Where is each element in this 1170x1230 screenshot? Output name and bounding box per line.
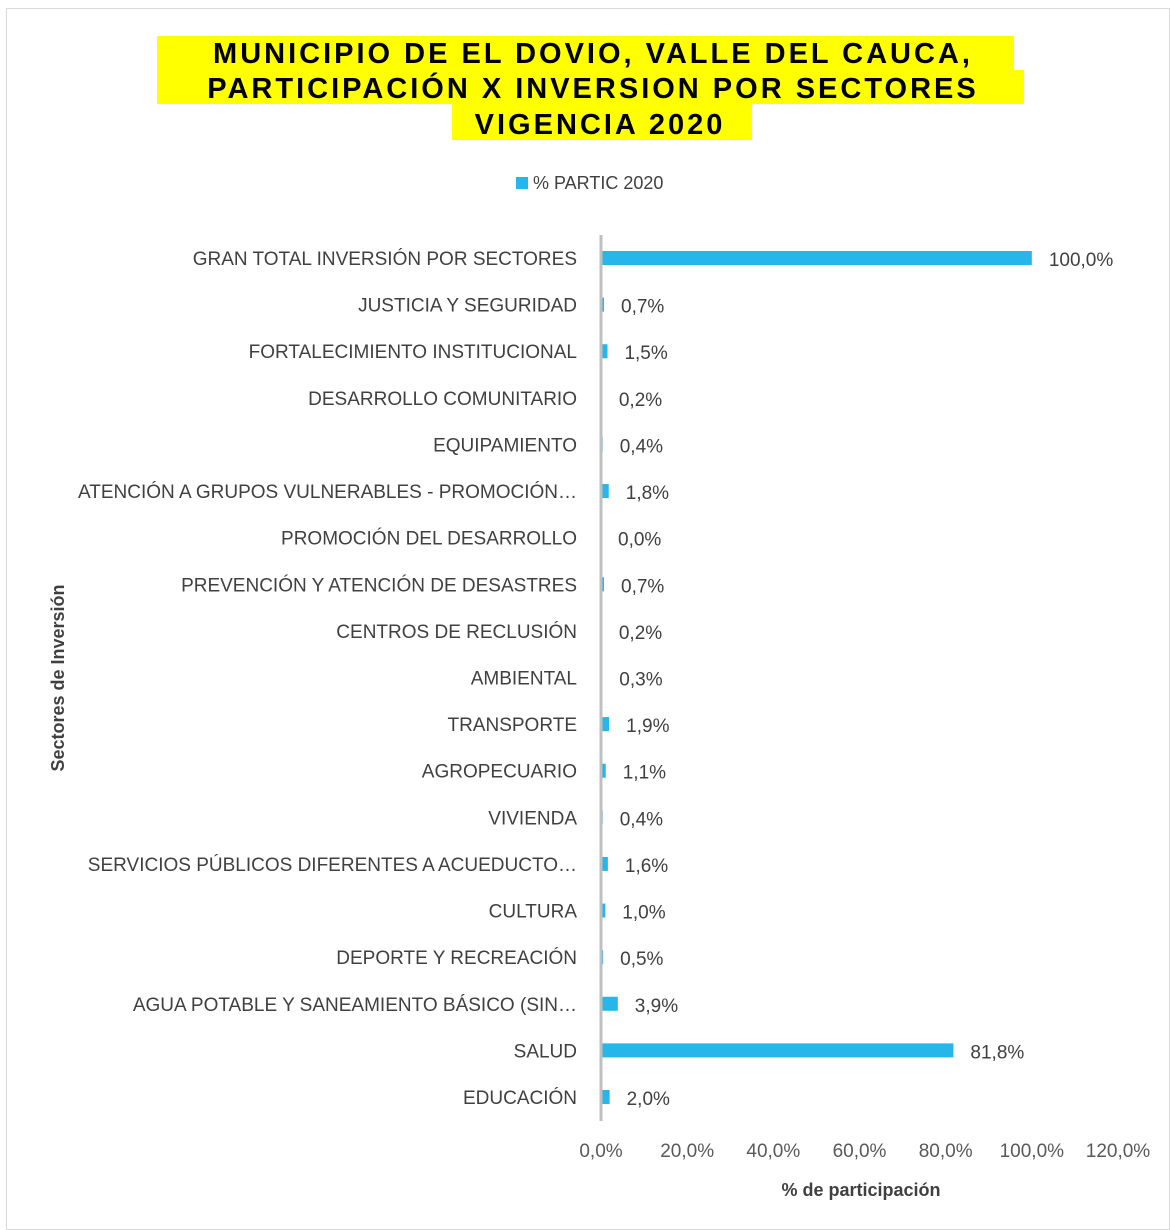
category-label-1: JUSTICIA Y SEGURIDAD <box>358 296 577 317</box>
category-label-10: TRANSPORTE <box>447 715 577 736</box>
data-label-8: 0,2% <box>619 623 662 644</box>
title-line-1: MUNICIPIO DE EL DOVIO, VALLE DEL CAUCA, <box>213 38 973 70</box>
category-label-7: PREVENCIÓN Y ATENCIÓN DE DESASTRES <box>181 574 577 596</box>
category-label-17: SALUD <box>514 1041 577 1062</box>
bar-1 <box>601 297 605 312</box>
data-labels: 100,0% 0,7% 1,5% 0,2% 0,4% 1,8% 0,0% 0,7% 0,2% 0,… <box>618 250 1113 1110</box>
data-label-5: 1,8% <box>626 483 669 504</box>
category-label-8: CENTROS DE RECLUSIÓN <box>336 621 577 643</box>
legend-label: % PARTIC 2020 <box>533 173 663 193</box>
data-label-15: 0,5% <box>620 949 663 970</box>
data-label-6: 0,0% <box>618 530 661 551</box>
data-label-18: 2,0% <box>627 1089 670 1110</box>
data-label-11: 1,1% <box>623 763 666 784</box>
category-label-6: PROMOCIÓN DEL DESARROLLO <box>281 528 577 550</box>
bar-18 <box>601 1090 610 1104</box>
title-highlight-1 <box>157 36 1014 70</box>
category-label-2: FORTALECIMIENTO INSTITUCIONAL <box>249 342 577 363</box>
bar-16 <box>601 996 618 1011</box>
title-line-2: PARTICIPACIÓN X INVERSION POR SECTORES <box>207 71 978 105</box>
bar-5 <box>601 484 609 499</box>
category-label-13: SERVICIOS PÚBLICOS DIFERENTES A ACUEDUCT… <box>88 854 577 876</box>
data-label-12: 0,4% <box>620 809 663 830</box>
bar-14 <box>601 903 606 918</box>
bar-7 <box>601 577 605 592</box>
category-label-5: ATENCIÓN A GRUPOS VULNERABLES - PROMOCIÓ… <box>78 481 577 503</box>
data-label-1: 0,7% <box>621 297 664 318</box>
data-label-16: 3,9% <box>635 996 678 1017</box>
x-axis-title: % de participación <box>781 1180 940 1200</box>
category-label-9: AMBIENTAL <box>471 669 577 690</box>
category-labels: GRAN TOTAL INVERSIÓN POR SECTORES JUSTICI… <box>78 248 577 1109</box>
data-label-9: 0,3% <box>619 670 662 691</box>
bar-13 <box>601 856 608 871</box>
x-tick-label-5: 100,0% <box>1000 1141 1065 1162</box>
y-axis-title: Sectores de Inversión <box>48 584 68 771</box>
data-label-17: 81,8% <box>970 1042 1024 1063</box>
category-label-4: EQUIPAMIENTO <box>433 435 577 456</box>
title-highlight-3 <box>452 104 752 140</box>
data-label-2: 1,5% <box>624 343 667 364</box>
bar-0 <box>601 251 1032 265</box>
data-label-4: 0,4% <box>620 436 663 457</box>
x-tick-label-0: 0,0% <box>579 1141 622 1162</box>
x-tick-label-1: 20,0% <box>660 1141 714 1162</box>
category-label-12: VIVIENDA <box>488 808 577 829</box>
data-label-13: 1,6% <box>625 856 668 877</box>
category-label-3: DESARROLLO COMUNITARIO <box>308 389 577 410</box>
bar-11 <box>601 763 606 778</box>
chart-title: MUNICIPIO DE EL DOVIO, VALLE DEL CAUCA, … <box>157 36 1024 141</box>
bars-group <box>601 251 1032 1104</box>
x-tick-label-4: 80,0% <box>919 1141 973 1162</box>
chart-frame <box>6 8 1170 1230</box>
title-line-3: VIGENCIA 2020 <box>475 109 726 141</box>
category-label-11: AGROPECUARIO <box>422 762 577 783</box>
legend: % PARTIC 2020 <box>516 173 663 193</box>
category-label-14: CULTURA <box>489 902 578 923</box>
x-tick-label-6: 120,0% <box>1086 1141 1151 1162</box>
x-tick-labels: 0,0% 20,0% 40,0% 60,0% 80,0% 100,0% 120,0% <box>579 1141 1150 1162</box>
category-label-0: GRAN TOTAL INVERSIÓN POR SECTORES <box>193 248 577 270</box>
data-label-10: 1,9% <box>626 716 669 737</box>
legend-swatch <box>516 177 528 189</box>
bar-10 <box>601 717 610 732</box>
title-highlight-2 <box>157 70 1024 104</box>
category-label-18: EDUCACIÓN <box>463 1087 577 1109</box>
category-label-16: AGUA POTABLE Y SANEAMIENTO BÁSICO (SIN… <box>133 995 577 1016</box>
data-label-0: 100,0% <box>1049 250 1114 271</box>
data-label-3: 0,2% <box>619 390 662 411</box>
bar-2 <box>601 344 608 359</box>
x-tick-label-3: 60,0% <box>833 1141 887 1162</box>
data-label-14: 1,0% <box>622 903 665 924</box>
category-label-15: DEPORTE Y RECREACIÓN <box>336 947 577 969</box>
bar-17 <box>601 1043 954 1058</box>
x-tick-label-2: 40,0% <box>746 1141 800 1162</box>
data-label-7: 0,7% <box>621 576 664 597</box>
